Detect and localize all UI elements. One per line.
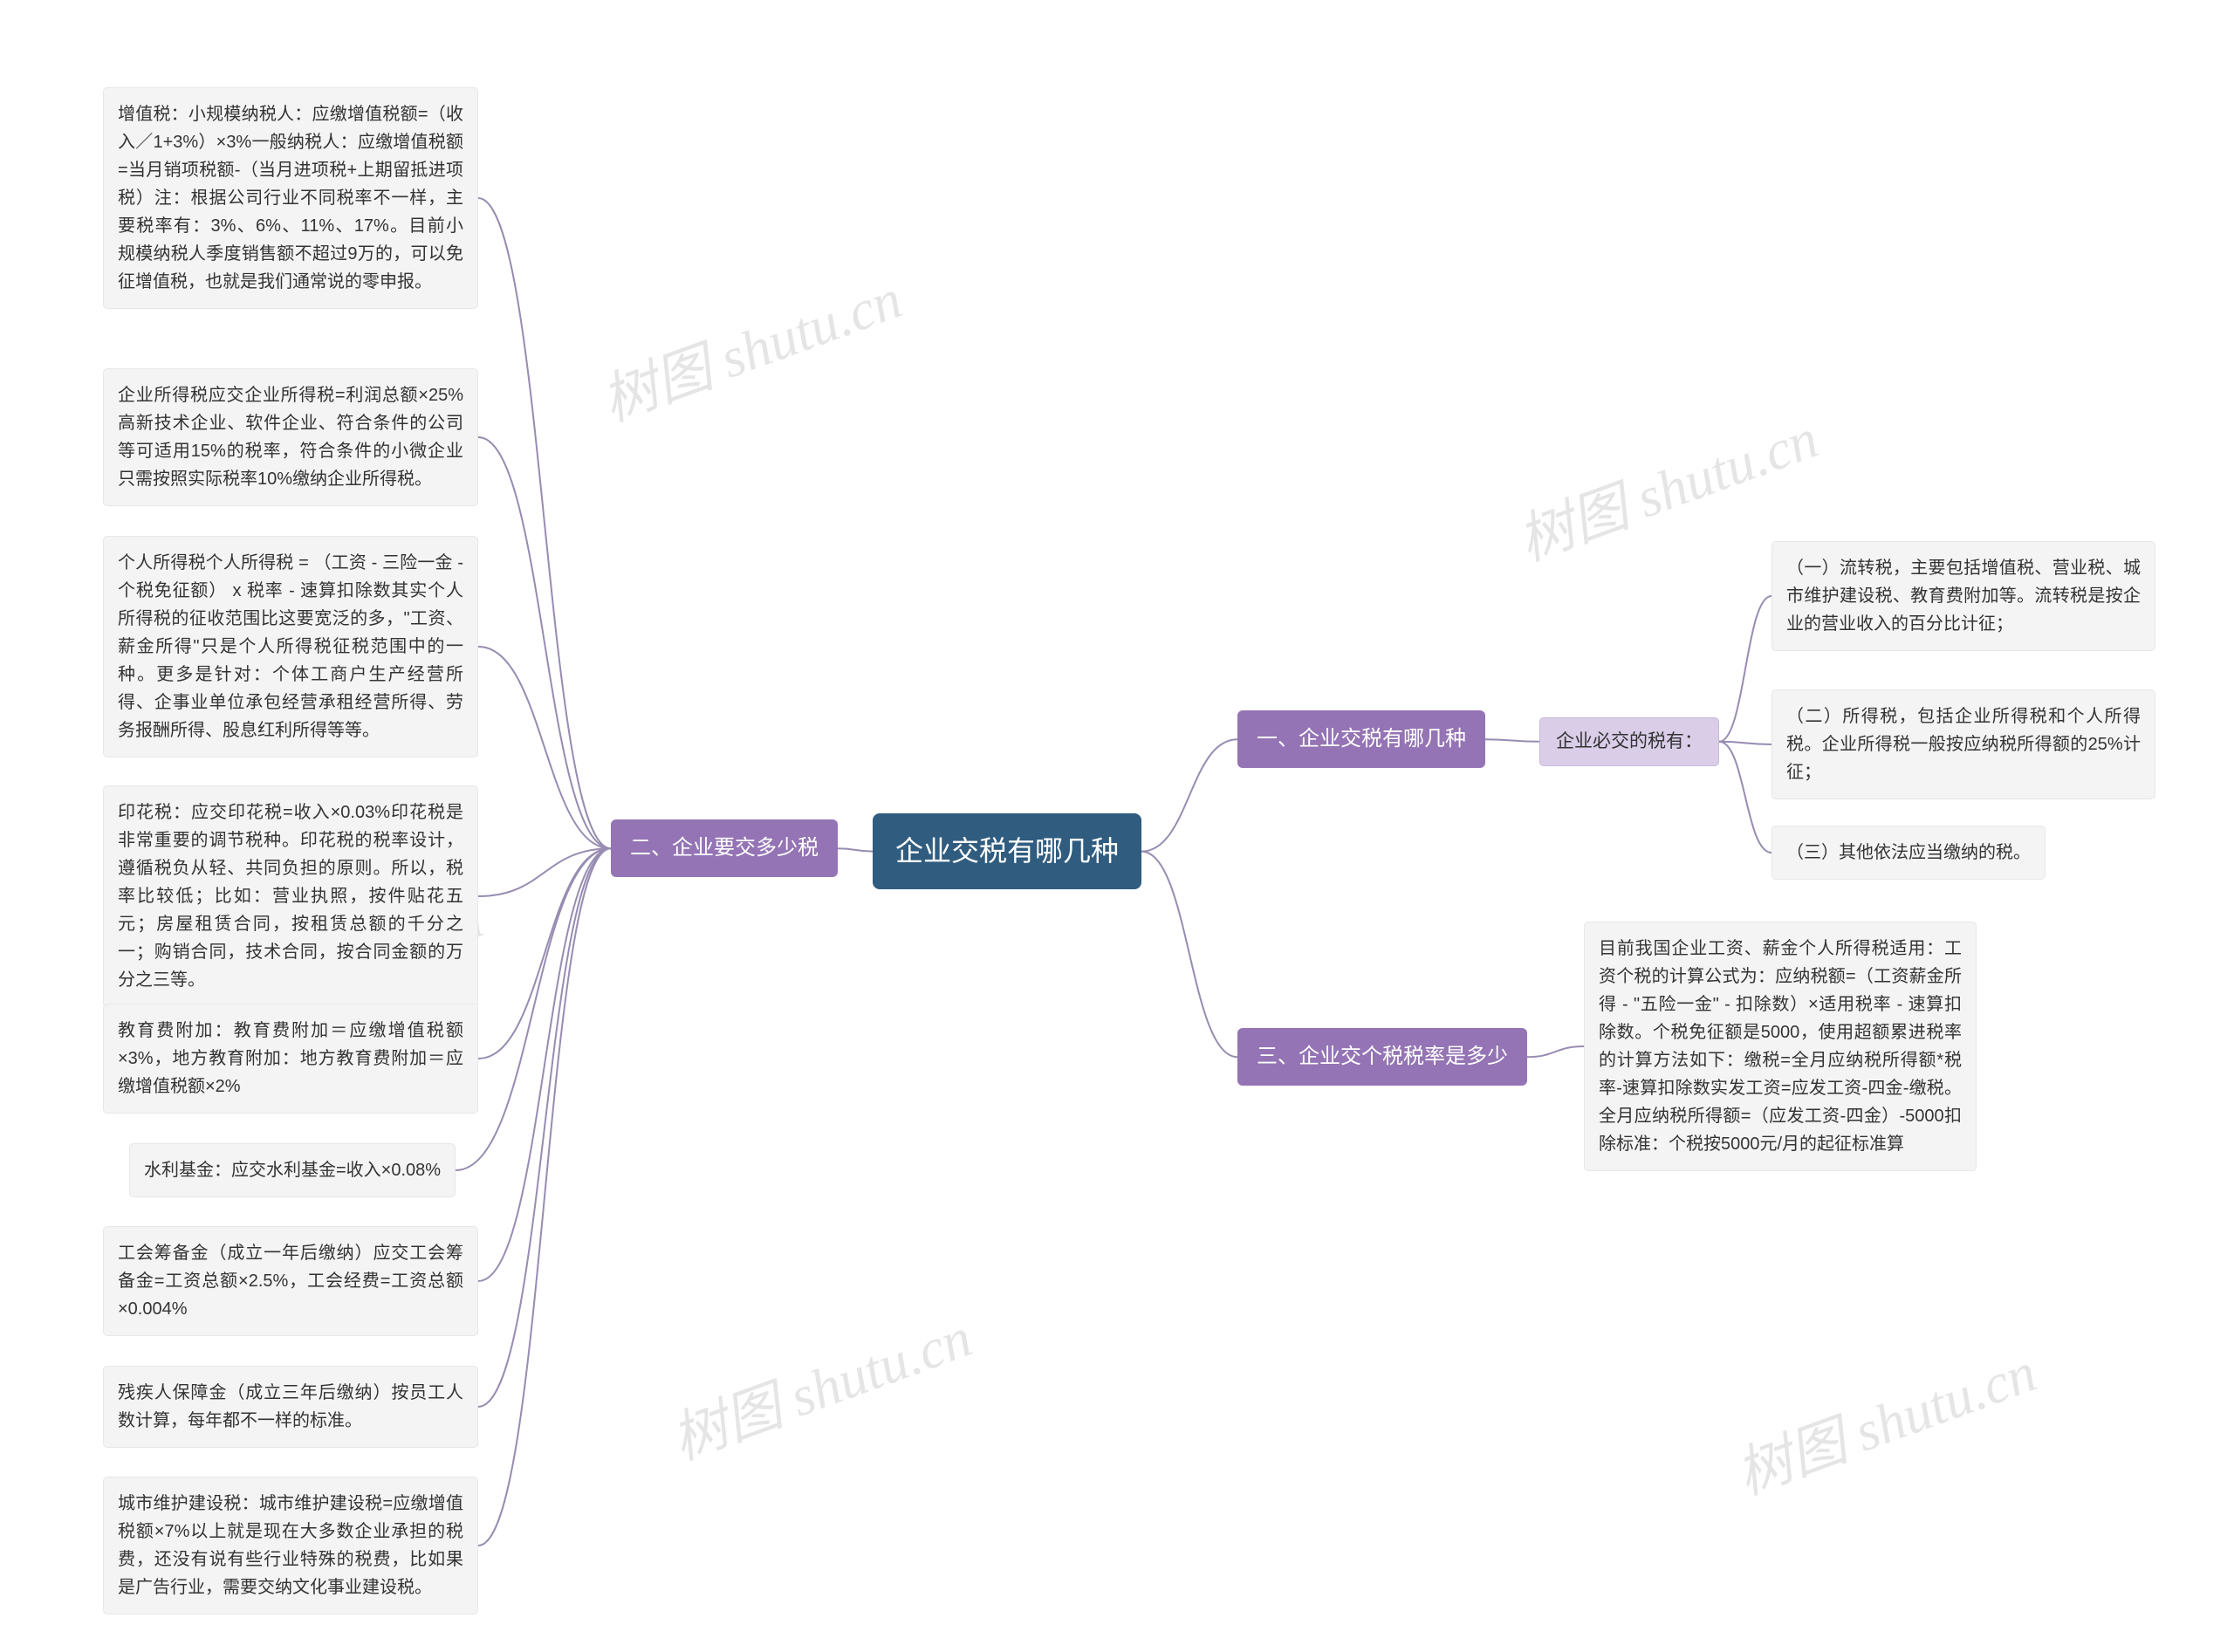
leaf-text: 教育费附加：教育费附加＝应缴增值税额×3%，地方教育附加：地方教育费附加＝应缴增… bbox=[118, 1017, 463, 1100]
leaf-node[interactable]: 个人所得税个人所得税 = （工资 - 三险一金 - 个税免征额） x 税率 - … bbox=[103, 536, 478, 757]
leaf-text: （三）其他依法应当缴纳的税。 bbox=[1786, 839, 2031, 867]
leaf-text: 企业所得税应交企业所得税=利润总额×25%高新技术企业、软件企业、符合条件的公司… bbox=[118, 381, 463, 493]
root-label: 企业交税有哪几种 bbox=[895, 829, 1119, 874]
leaf-node[interactable]: 教育费附加：教育费附加＝应缴增值税额×3%，地方教育附加：地方教育费附加＝应缴增… bbox=[103, 1004, 478, 1114]
leaf-node[interactable]: （三）其他依法应当缴纳的税。 bbox=[1771, 826, 2046, 880]
leaf-text: （二）所得税，包括企业所得税和个人所得税。企业所得税一般按应纳税所得额的25%计… bbox=[1786, 703, 2141, 786]
mindmap-canvas: 树图 shutu.cn 树图 shutu.cn 树图 shutu.cn 树图 s… bbox=[0, 0, 2234, 1652]
leaf-text: 城市维护建设税：城市维护建设税=应缴增值税额×7%以上就是现在大多数企业承担的税… bbox=[118, 1490, 463, 1601]
branch-label: 三、企业交个税税率是多少 bbox=[1257, 1040, 1508, 1073]
leaf-text: 印花税：应交印花税=收入×0.03%印花税是非常重要的调节税种。印花税的税率设计… bbox=[118, 799, 463, 994]
branch-node-types[interactable]: 一、企业交税有哪几种 bbox=[1237, 710, 1485, 768]
branch-node-personal-rate[interactable]: 三、企业交个税税率是多少 bbox=[1237, 1028, 1527, 1086]
sub-branch-mandatory[interactable]: 企业必交的税有： bbox=[1539, 717, 1719, 766]
leaf-node[interactable]: 企业所得税应交企业所得税=利润总额×25%高新技术企业、软件企业、符合条件的公司… bbox=[103, 368, 478, 506]
leaf-text: （一）流转税，主要包括增值税、营业税、城市维护建设税、教育费附加等。流转税是按企… bbox=[1786, 554, 2141, 638]
leaf-text: 水利基金：应交水利基金=收入×0.08% bbox=[144, 1156, 441, 1184]
leaf-node[interactable]: 印花税：应交印花税=收入×0.03%印花税是非常重要的调节税种。印花税的税率设计… bbox=[103, 785, 478, 1007]
branch-label: 一、企业交税有哪几种 bbox=[1257, 723, 1466, 756]
leaf-text: 增值税：小规模纳税人：应缴增值税额=（收入／1+3%）×3%一般纳税人：应缴增值… bbox=[118, 100, 463, 296]
watermark: 树图 shutu.cn bbox=[1723, 1327, 2046, 1510]
leaf-node[interactable]: 水利基金：应交水利基金=收入×0.08% bbox=[129, 1143, 456, 1197]
leaf-node[interactable]: 目前我国企业工资、薪金个人所得税适用：工资个税的计算公式为：应纳税额=（工资薪金… bbox=[1584, 922, 1977, 1171]
leaf-text: 工会筹备金（成立一年后缴纳）应交工会筹备金=工资总额×2.5%，工会经费=工资总… bbox=[118, 1239, 463, 1323]
watermark: 树图 shutu.cn bbox=[589, 254, 911, 436]
branch-label: 二、企业要交多少税 bbox=[630, 832, 819, 865]
branch-node-howmuch[interactable]: 二、企业要交多少税 bbox=[611, 819, 838, 877]
leaf-text: 残疾人保障金（成立三年后缴纳）按员工人数计算，每年都不一样的标准。 bbox=[118, 1379, 463, 1435]
leaf-node[interactable]: 工会筹备金（成立一年后缴纳）应交工会筹备金=工资总额×2.5%，工会经费=工资总… bbox=[103, 1226, 478, 1336]
leaf-node[interactable]: （一）流转税，主要包括增值税、营业税、城市维护建设税、教育费附加等。流转税是按企… bbox=[1771, 541, 2155, 651]
sub-branch-label: 企业必交的税有： bbox=[1556, 727, 1703, 757]
leaf-node[interactable]: 残疾人保障金（成立三年后缴纳）按员工人数计算，每年都不一样的标准。 bbox=[103, 1366, 478, 1448]
leaf-node[interactable]: 增值税：小规模纳税人：应缴增值税额=（收入／1+3%）×3%一般纳税人：应缴增值… bbox=[103, 87, 478, 309]
leaf-node[interactable]: 城市维护建设税：城市维护建设税=应缴增值税额×7%以上就是现在大多数企业承担的税… bbox=[103, 1477, 478, 1614]
leaf-text: 个人所得税个人所得税 = （工资 - 三险一金 - 个税免征额） x 税率 - … bbox=[118, 549, 463, 744]
leaf-text: 目前我国企业工资、薪金个人所得税适用：工资个税的计算公式为：应纳税额=（工资薪金… bbox=[1599, 935, 1962, 1158]
leaf-node[interactable]: （二）所得税，包括企业所得税和个人所得税。企业所得税一般按应纳税所得额的25%计… bbox=[1771, 689, 2155, 799]
watermark: 树图 shutu.cn bbox=[659, 1292, 981, 1475]
root-node[interactable]: 企业交税有哪几种 bbox=[873, 813, 1141, 889]
